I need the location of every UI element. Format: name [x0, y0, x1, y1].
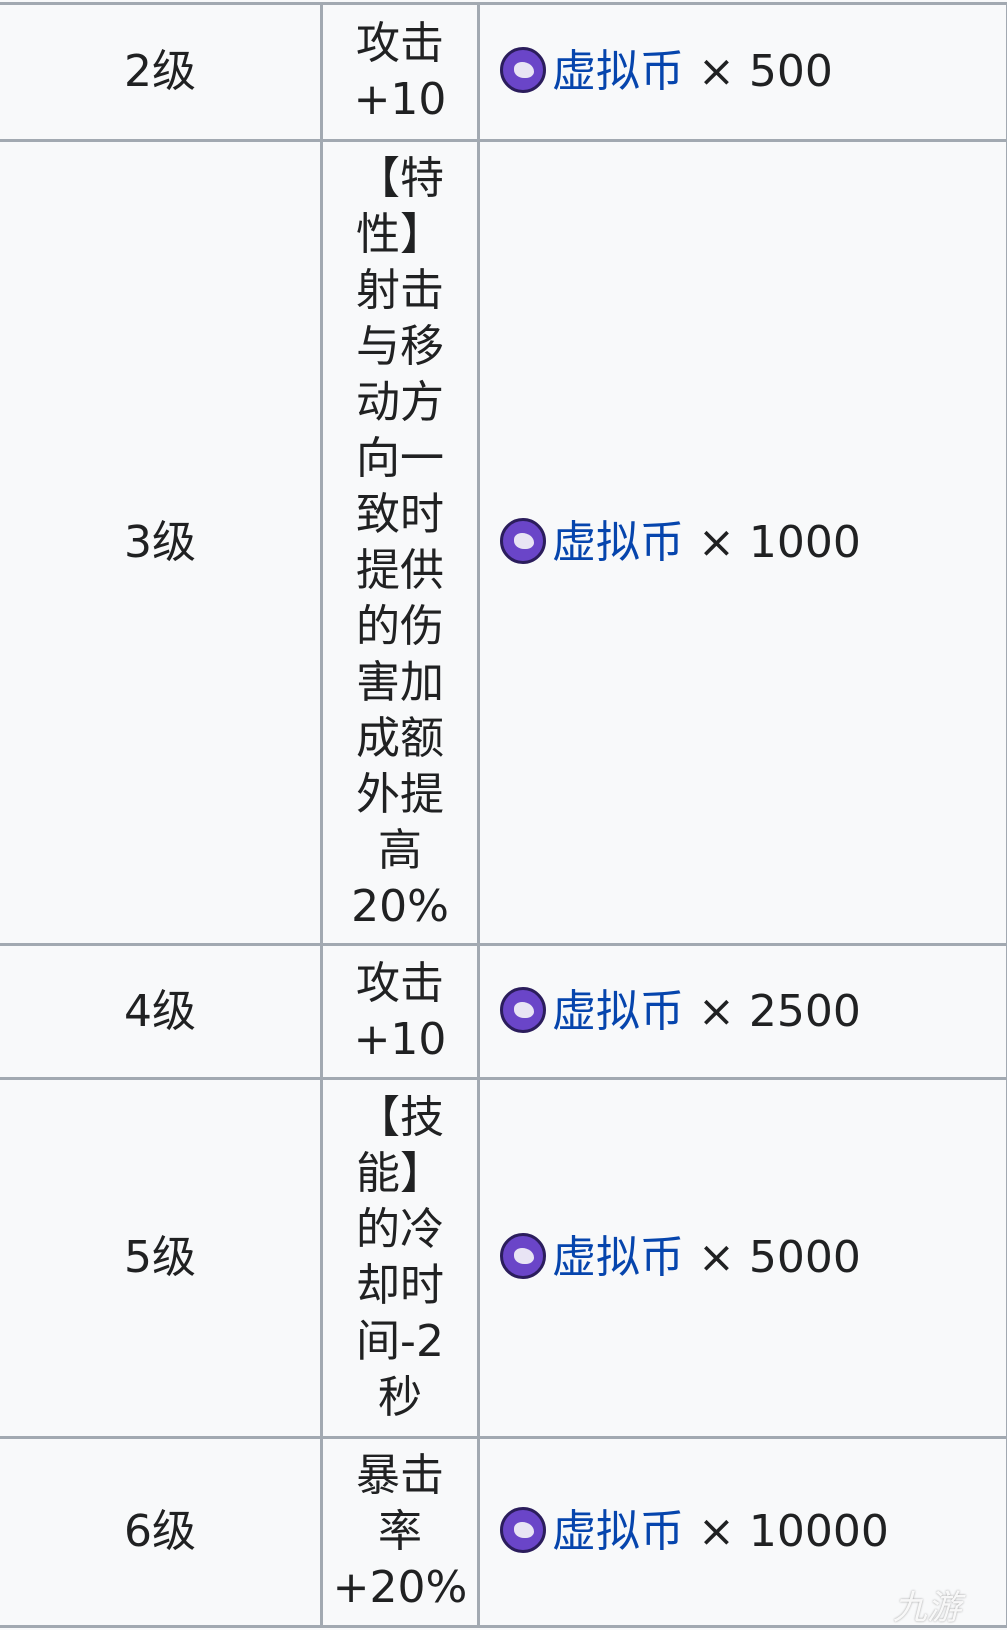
multiply-sign: × [698, 985, 735, 1037]
multiply-sign: × [698, 46, 735, 97]
multiply-sign: × [698, 1232, 735, 1283]
effect-cell: 【技 能】 的冷 却时 间-2 秒 [320, 1077, 480, 1439]
currency-link[interactable]: 虚拟币 [552, 985, 684, 1037]
cost-amount: 2500 [748, 985, 861, 1037]
level-cell: 6级 [0, 1436, 323, 1628]
cost-amount: 5000 [748, 1232, 861, 1283]
virtual-coin-icon [500, 517, 546, 564]
effect-cell: 暴击 率 +20% [320, 1436, 480, 1628]
virtual-coin-icon [500, 1233, 546, 1279]
cost-cell: 虚拟币 × 500 [477, 2, 1007, 142]
cost-amount: 1000 [748, 516, 861, 568]
cost-cell: 虚拟币 × 1000 [477, 139, 1007, 946]
effect-cell: 攻击 +10 [320, 2, 480, 142]
currency-link[interactable]: 虚拟币 [552, 516, 684, 568]
virtual-coin-icon [500, 986, 546, 1033]
effect-cell: 攻击 +10 [320, 943, 480, 1080]
level-cell: 3级 [0, 139, 323, 946]
level-cell: 2级 [0, 2, 323, 142]
table-row: 3级 【特 性】 射击 与移 动方 向一 致时 提供 的伤 害加 成额 外提 高… [0, 139, 1007, 946]
cost-cell: 虚拟币 × 2500 [477, 943, 1007, 1080]
watermark-logo: 九游 [893, 1588, 961, 1628]
cost-amount: 500 [748, 46, 833, 97]
virtual-coin-icon [500, 1507, 546, 1553]
currency-link[interactable]: 虚拟币 [552, 46, 684, 97]
effect-cell: 【特 性】 射击 与移 动方 向一 致时 提供 的伤 害加 成额 外提 高 20… [320, 139, 480, 946]
currency-link[interactable]: 虚拟币 [552, 1506, 684, 1557]
multiply-sign: × [698, 516, 735, 568]
level-cell: 4级 [0, 943, 323, 1080]
multiply-sign: × [698, 1506, 735, 1557]
table-row: 4级 攻击 +10 虚拟币 × 2500 [0, 943, 1007, 1080]
table-row: 5级 【技 能】 的冷 却时 间-2 秒 虚拟币 × 5000 [0, 1077, 1007, 1439]
level-cell: 5级 [0, 1077, 323, 1439]
cost-cell: 虚拟币 × 5000 [477, 1077, 1007, 1439]
currency-link[interactable]: 虚拟币 [552, 1232, 684, 1283]
cost-amount: 10000 [748, 1506, 889, 1557]
virtual-coin-icon [500, 47, 546, 93]
table-row: 2级 攻击 +10 虚拟币 × 500 [0, 2, 1007, 142]
table-row: 6级 暴击 率 +20% 虚拟币 × 10000 [0, 1436, 1007, 1628]
cost-cell: 虚拟币 × 10000 [477, 1436, 1007, 1628]
